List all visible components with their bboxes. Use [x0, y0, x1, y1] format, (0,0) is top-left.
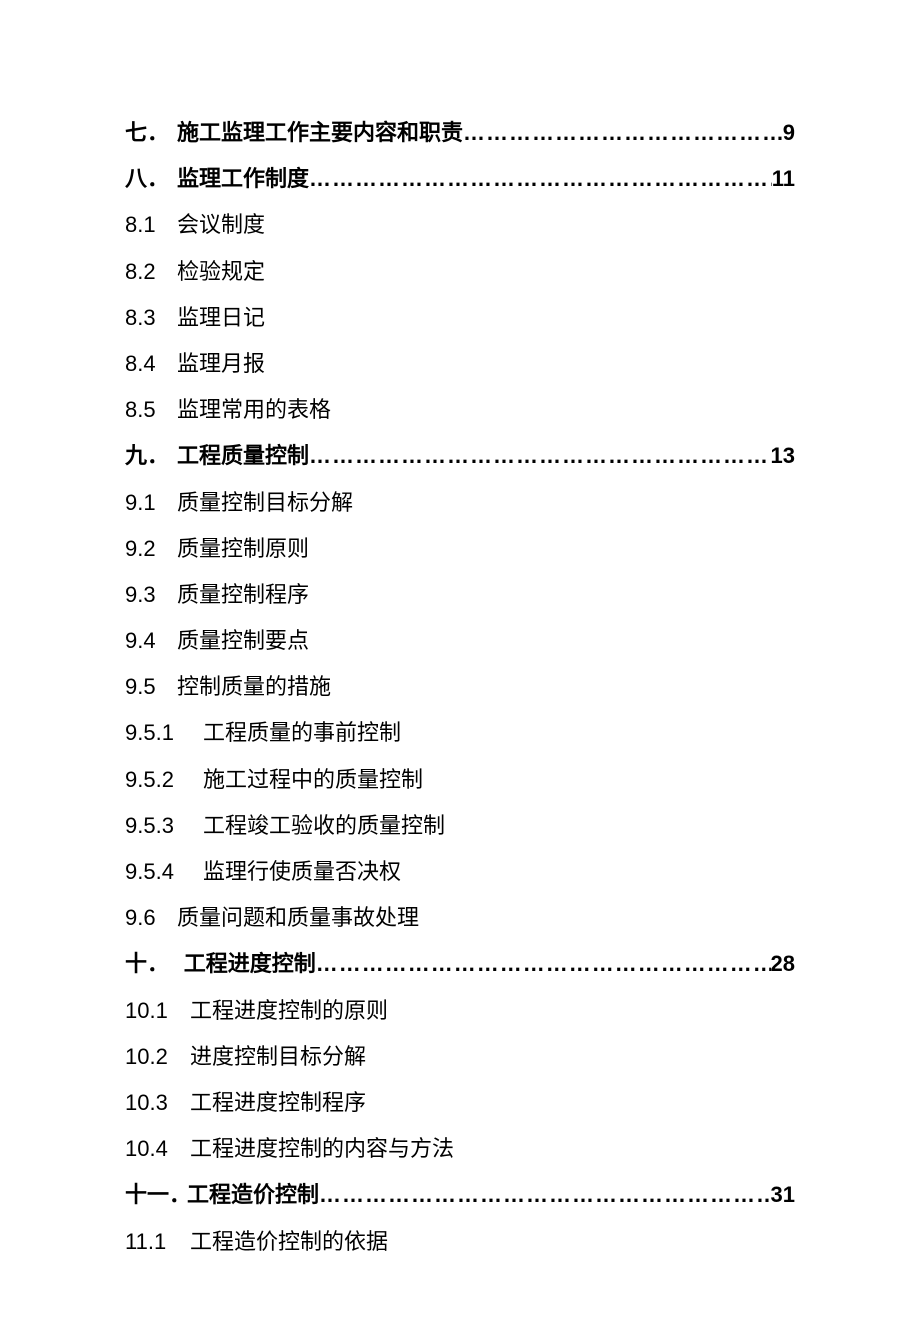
section-title: 监理工作制度 [177, 156, 309, 202]
toc-section-10: 十． 工程进度控制 28 [125, 941, 795, 987]
item-text: 质量问题和质量事故处理 [177, 895, 419, 941]
item-text: 工程进度控制程序 [190, 1080, 366, 1126]
toc-section-7: 七． 施工监理工作主要内容和职责 9 [125, 110, 795, 156]
page-number: 28 [771, 941, 795, 987]
item-number: 9.5.2 [125, 757, 203, 803]
item-number: 9.6 [125, 895, 177, 941]
section-title: 施工监理工作主要内容和职责 [177, 110, 463, 156]
item-number: 11.1 [125, 1219, 190, 1265]
toc-item-10-1: 10.1 工程进度控制的原则 [125, 988, 795, 1034]
section-number: 十一． [125, 1172, 187, 1218]
item-text: 监理月报 [177, 341, 265, 387]
item-number: 10.1 [125, 988, 190, 1034]
toc-item-8-4: 8.4 监理月报 [125, 341, 795, 387]
section-title: 工程造价控制 [187, 1172, 319, 1218]
toc-item-11-1: 11.1 工程造价控制的依据 [125, 1219, 795, 1265]
item-text: 质量控制目标分解 [177, 480, 353, 526]
toc-item-9-1: 9.1 质量控制目标分解 [125, 480, 795, 526]
item-number: 8.2 [125, 249, 177, 295]
item-text: 工程质量的事前控制 [203, 710, 401, 756]
toc-item-10-2: 10.2 进度控制目标分解 [125, 1034, 795, 1080]
page-number: 31 [771, 1172, 795, 1218]
item-number: 8.4 [125, 341, 177, 387]
toc-item-9-2: 9.2 质量控制原则 [125, 526, 795, 572]
item-number: 9.5.3 [125, 803, 203, 849]
item-text: 工程进度控制的原则 [190, 988, 388, 1034]
toc-item-8-5: 8.5 监理常用的表格 [125, 387, 795, 433]
toc-section-9: 九． 工程质量控制 13 [125, 433, 795, 479]
item-number: 9.5.4 [125, 849, 203, 895]
item-number: 9.4 [125, 618, 177, 664]
toc-item-9-5-3: 9.5.3 工程竣工验收的质量控制 [125, 803, 795, 849]
section-title: 工程质量控制 [177, 433, 309, 479]
leader-dots [463, 110, 783, 156]
item-text: 进度控制目标分解 [190, 1034, 366, 1080]
section-number: 八． [125, 156, 177, 202]
item-number: 10.4 [125, 1126, 190, 1172]
item-text: 工程造价控制的依据 [190, 1219, 388, 1265]
item-number: 9.1 [125, 480, 177, 526]
toc-item-9-6: 9.6 质量问题和质量事故处理 [125, 895, 795, 941]
item-text: 监理行使质量否决权 [203, 849, 401, 895]
item-text: 工程进度控制的内容与方法 [190, 1126, 454, 1172]
item-number: 8.1 [125, 202, 177, 248]
item-text: 检验规定 [177, 249, 265, 295]
toc-item-10-4: 10.4 工程进度控制的内容与方法 [125, 1126, 795, 1172]
section-number: 七． [125, 110, 177, 156]
item-number: 9.3 [125, 572, 177, 618]
item-number: 9.2 [125, 526, 177, 572]
item-number: 8.3 [125, 295, 177, 341]
item-text: 工程竣工验收的质量控制 [203, 803, 445, 849]
leader-dots [309, 433, 771, 479]
toc-item-9-5-4: 9.5.4 监理行使质量否决权 [125, 849, 795, 895]
item-number: 9.5 [125, 664, 177, 710]
toc-item-8-2: 8.2 检验规定 [125, 249, 795, 295]
page-number: 13 [771, 433, 795, 479]
item-text: 监理日记 [177, 295, 265, 341]
leader-dots [309, 156, 772, 202]
item-text: 施工过程中的质量控制 [203, 757, 423, 803]
item-number: 10.2 [125, 1034, 190, 1080]
toc-item-8-1: 8.1 会议制度 [125, 202, 795, 248]
toc-item-9-5-1: 9.5.1 工程质量的事前控制 [125, 710, 795, 756]
page-number: 9 [783, 110, 795, 156]
section-number: 十． [125, 941, 177, 987]
leader-dots [319, 1172, 771, 1218]
toc-item-9-5-2: 9.5.2 施工过程中的质量控制 [125, 757, 795, 803]
item-text: 质量控制程序 [177, 572, 309, 618]
toc-item-9-5: 9.5 控制质量的措施 [125, 664, 795, 710]
item-text: 会议制度 [177, 202, 265, 248]
item-number: 9.5.1 [125, 710, 203, 756]
item-text: 质量控制原则 [177, 526, 309, 572]
leader-dots [316, 941, 771, 987]
page-number: 11 [772, 156, 795, 202]
toc-item-9-4: 9.4 质量控制要点 [125, 618, 795, 664]
toc-section-8: 八． 监理工作制度 11 [125, 156, 795, 202]
item-number: 10.3 [125, 1080, 190, 1126]
toc-item-9-3: 9.3 质量控制程序 [125, 572, 795, 618]
section-title: 工程进度控制 [184, 941, 316, 987]
item-text: 质量控制要点 [177, 618, 309, 664]
toc-item-10-3: 10.3 工程进度控制程序 [125, 1080, 795, 1126]
toc-section-11: 十一． 工程造价控制 31 [125, 1172, 795, 1218]
item-text: 控制质量的措施 [177, 664, 331, 710]
item-number: 8.5 [125, 387, 177, 433]
toc-item-8-3: 8.3 监理日记 [125, 295, 795, 341]
item-text: 监理常用的表格 [177, 387, 331, 433]
section-number: 九． [125, 433, 177, 479]
